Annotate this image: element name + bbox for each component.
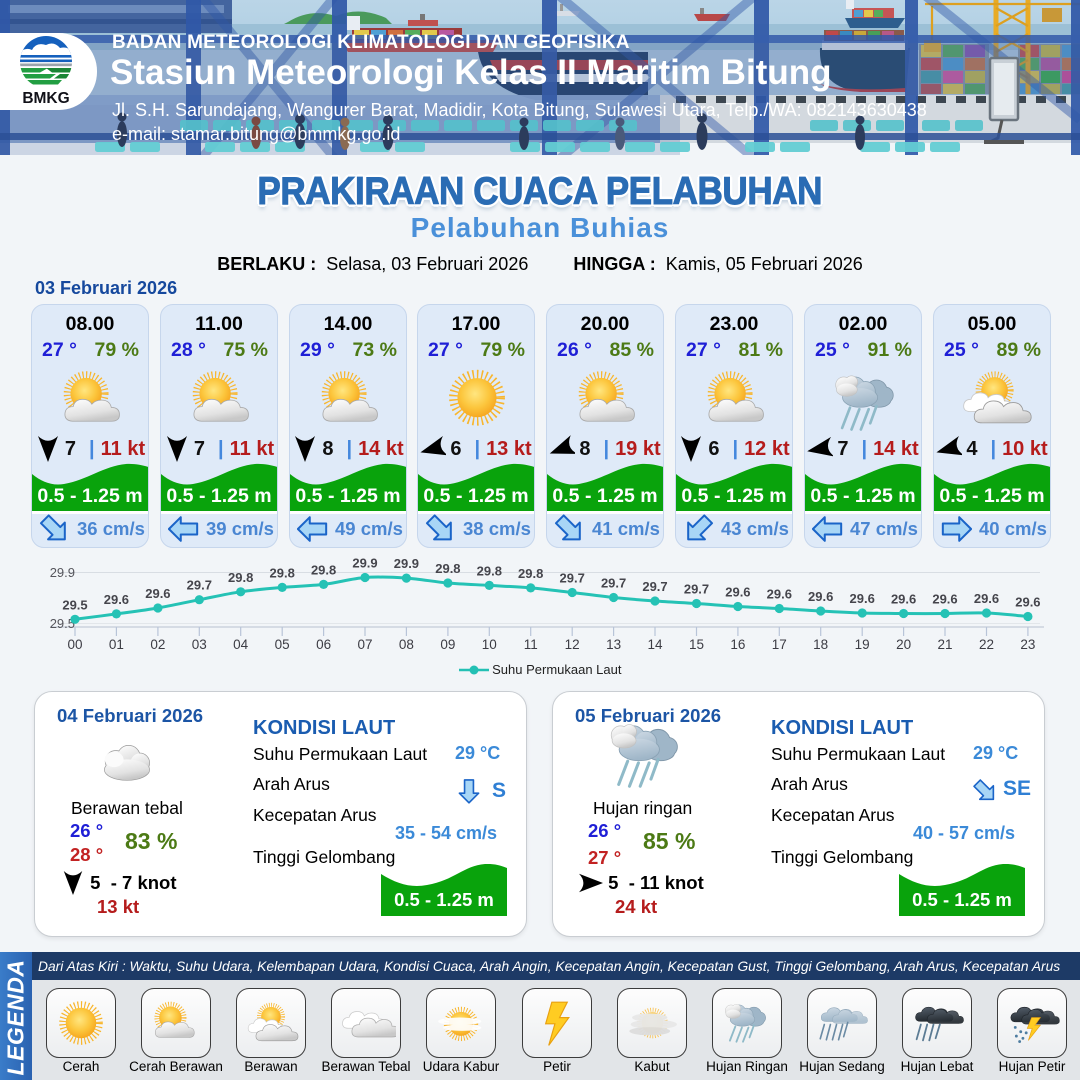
svg-text:29.6: 29.6	[808, 589, 833, 604]
svg-text:29.5: 29.5	[62, 597, 87, 612]
svg-text:18: 18	[813, 637, 828, 652]
svg-text:29.6: 29.6	[891, 592, 916, 607]
svg-text:05: 05	[275, 637, 290, 652]
svg-text:11: 11	[524, 637, 538, 652]
svg-text:29.6: 29.6	[850, 591, 875, 606]
svg-text:22: 22	[979, 637, 994, 652]
svg-text:29.8: 29.8	[435, 561, 460, 576]
svg-text:29.8: 29.8	[228, 570, 253, 585]
svg-text:08: 08	[399, 637, 414, 652]
svg-text:19: 19	[855, 637, 870, 652]
svg-text:29.9: 29.9	[50, 565, 75, 580]
svg-text:23: 23	[1020, 637, 1035, 652]
svg-text:14: 14	[647, 637, 663, 652]
svg-text:21: 21	[937, 637, 952, 652]
svg-text:29.7: 29.7	[684, 582, 709, 597]
svg-text:29.8: 29.8	[477, 563, 502, 578]
svg-text:03: 03	[192, 637, 207, 652]
svg-text:29.6: 29.6	[974, 591, 999, 606]
svg-text:16: 16	[730, 637, 745, 652]
svg-text:10: 10	[482, 637, 497, 652]
svg-text:09: 09	[440, 637, 455, 652]
svg-text:29.5: 29.5	[50, 616, 75, 631]
svg-text:06: 06	[316, 637, 331, 652]
svg-text:29.6: 29.6	[932, 592, 957, 607]
svg-text:29.9: 29.9	[352, 556, 377, 571]
svg-text:29.6: 29.6	[767, 587, 792, 602]
svg-text:00: 00	[67, 637, 82, 652]
svg-text:29.7: 29.7	[187, 578, 212, 593]
svg-text:29.7: 29.7	[560, 571, 585, 586]
svg-text:29.8: 29.8	[518, 566, 543, 581]
svg-text:29.6: 29.6	[145, 586, 170, 601]
svg-text:13: 13	[606, 637, 621, 652]
svg-text:07: 07	[357, 637, 372, 652]
svg-text:02: 02	[150, 637, 165, 652]
svg-text:12: 12	[565, 637, 580, 652]
svg-text:17: 17	[772, 637, 787, 652]
svg-text:29.6: 29.6	[104, 592, 129, 607]
svg-text:29.7: 29.7	[601, 576, 626, 591]
svg-text:29.8: 29.8	[270, 565, 295, 580]
svg-text:29.6: 29.6	[1015, 595, 1040, 610]
svg-text:20: 20	[896, 637, 911, 652]
svg-text:01: 01	[109, 637, 124, 652]
svg-text:29.7: 29.7	[642, 579, 667, 594]
svg-text:29.8: 29.8	[311, 562, 336, 577]
svg-text:29.6: 29.6	[725, 585, 750, 600]
svg-text:04: 04	[233, 637, 249, 652]
svg-text:15: 15	[689, 637, 704, 652]
svg-text:29.9: 29.9	[394, 556, 419, 571]
svg-text:BMKG: BMKG	[22, 90, 69, 107]
